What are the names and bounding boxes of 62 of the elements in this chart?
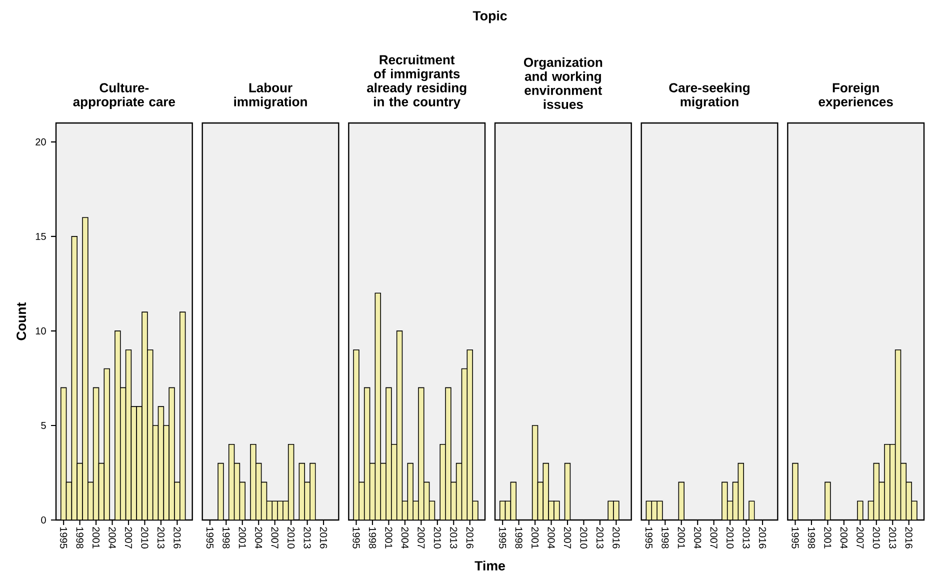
chart-title: Culture-appropriate care [73, 82, 176, 109]
x-tick-label: 2016 [320, 527, 328, 548]
x-tick-label: 2004 [694, 527, 702, 549]
x-tick-label: 2010 [726, 527, 734, 548]
x-tick-label: 2007 [564, 527, 572, 548]
x-axis-title: Time [474, 560, 505, 570]
x-tick-label: 1998 [515, 527, 522, 548]
x-tick-label: 2001 [238, 527, 246, 548]
x-tick-label: 1998 [76, 527, 84, 548]
x-tick-label: 2016 [758, 527, 766, 548]
x-tick-label: 2016 [174, 527, 181, 548]
x-tick-label: 2007 [418, 527, 425, 548]
x-tick-label: 2001 [385, 527, 392, 548]
x-tick-label: 2013 [157, 527, 165, 548]
x-tick-label: 2010 [872, 527, 880, 548]
x-tick-label: 2004 [840, 527, 848, 549]
x-tick-label: 2013 [742, 527, 750, 548]
y-tick-label: 20 [36, 138, 46, 146]
y-tick-label: 0 [41, 516, 46, 524]
x-tick-label: 2010 [141, 527, 148, 548]
x-tick-label: 1998 [368, 527, 376, 548]
x-tick-label: 1995 [499, 527, 506, 548]
x-tick-label: 2007 [124, 527, 132, 548]
chart-title: Organization and working environment issues [524, 57, 602, 109]
chart-title: Care-seeking migration [669, 82, 750, 109]
x-tick-label: 2001 [531, 527, 539, 548]
x-tick-label: 2004 [548, 527, 555, 549]
x-tick-label: 2001 [92, 527, 100, 548]
x-tick-label: 1998 [808, 527, 816, 548]
x-tick-label: 1995 [792, 527, 799, 548]
y-axis-title: Count [16, 302, 26, 340]
x-tick-label: 1998 [662, 527, 669, 548]
x-tick-label: 2004 [255, 527, 262, 549]
y-tick-label: 5 [41, 422, 46, 429]
x-tick-label: 2007 [856, 527, 864, 548]
x-tick-label: 2016 [905, 527, 912, 548]
x-tick-label: 1998 [222, 527, 230, 548]
x-tick-label: 2013 [596, 527, 604, 548]
y-tick-label: 15 [36, 232, 46, 240]
x-tick-label: 1995 [206, 527, 214, 548]
x-tick-label: 2007 [710, 527, 718, 548]
x-tick-label: 1995 [352, 527, 360, 548]
x-tick-label: 2010 [288, 527, 295, 548]
x-tick-label: 2010 [580, 527, 588, 548]
chart-title: Recruitment of immigrants already residing in the country [367, 54, 466, 109]
x-tick-label: 2001 [678, 527, 685, 548]
x-tick-label: 2010 [434, 527, 441, 548]
x-tick-label: 2007 [271, 527, 278, 548]
x-tick-label: 2016 [612, 527, 620, 548]
x-tick-label: 2004 [401, 527, 408, 549]
x-tick-label: 1995 [60, 527, 68, 548]
chart-title: Labour immigration [234, 82, 307, 109]
x-tick-label: 2013 [889, 527, 896, 548]
x-tick-label: 2016 [466, 527, 474, 548]
x-tick-label: 1995 [645, 527, 652, 548]
x-tick-label: 2004 [108, 527, 116, 549]
x-tick-label: 2013 [304, 527, 311, 548]
text: Topic [472, 10, 507, 24]
x-tick-label: 2013 [450, 527, 458, 548]
x-tick-label: 2001 [824, 527, 832, 548]
y-tick-label: 10 [36, 327, 46, 334]
chart-title: Foreign experiences [818, 82, 893, 109]
